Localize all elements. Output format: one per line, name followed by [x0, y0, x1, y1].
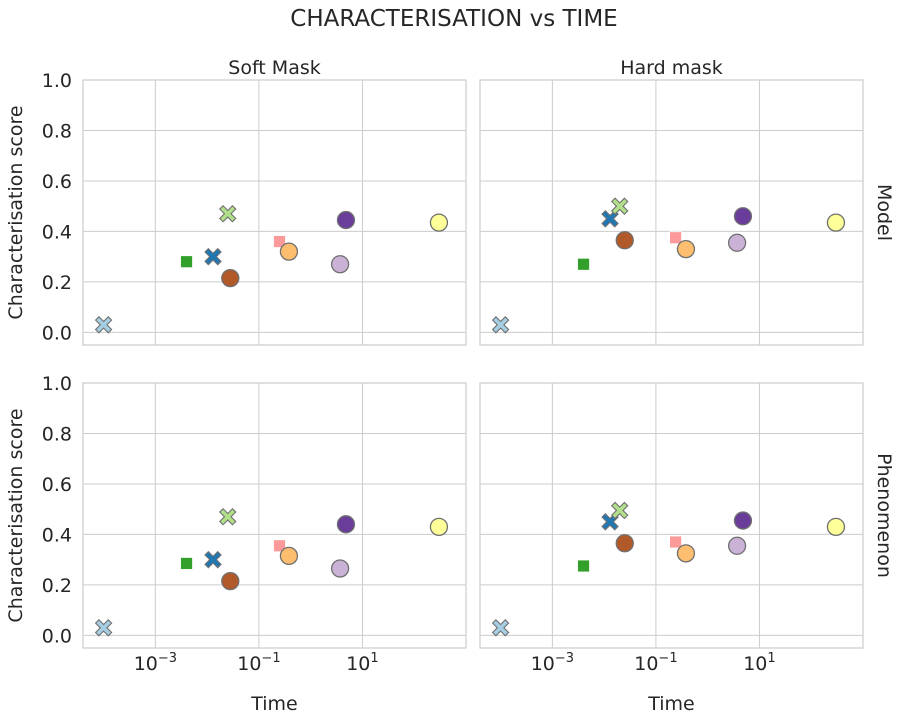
data-point-light_blue [94, 619, 113, 637]
x-tick-label: 10−3 [531, 651, 574, 675]
data-point-brown [221, 571, 240, 591]
x-axis-label: Time [647, 693, 695, 715]
panel-frame [82, 382, 467, 649]
data-point-light_orange [676, 544, 696, 563]
data-point-yellow [429, 517, 449, 537]
x-tick-label: 101 [743, 651, 775, 675]
y-tick-label: 0.2 [42, 575, 72, 597]
panel-model-soft-mask [82, 79, 467, 346]
x-axis-label: Time [250, 693, 298, 715]
panel-phenomenon-soft-mask [82, 382, 467, 649]
data-point-dark_blue [204, 550, 222, 569]
data-point-light_purple [330, 255, 350, 274]
y-axis-label: Characterisation score [5, 105, 27, 319]
data-point-yellow [826, 517, 846, 537]
data-point-light_blue [491, 619, 510, 637]
data-point-yellow [429, 213, 449, 232]
panel-frame [479, 382, 864, 649]
data-point-pink [273, 235, 286, 248]
data-point-green [180, 255, 193, 269]
row-header-phenomenon: Phenomenon [873, 453, 895, 578]
y-tick-label: 1.0 [42, 373, 72, 395]
data-point-purple [733, 511, 753, 530]
data-point-purple [733, 207, 753, 226]
data-point-light_orange [279, 546, 299, 566]
row-header-model: Model [873, 184, 895, 241]
y-tick-label: 0.0 [42, 625, 72, 647]
data-point-purple [336, 210, 356, 230]
data-point-pink [669, 231, 682, 245]
x-tick-label: 10−1 [634, 651, 677, 675]
data-point-dark_blue [204, 247, 222, 266]
data-point-light_orange [676, 239, 696, 259]
panel-frame [82, 79, 467, 346]
data-point-light_blue [94, 316, 113, 334]
data-point-light_green [218, 204, 237, 223]
data-point-light_purple [727, 536, 747, 555]
x-tick-label: 10−1 [237, 651, 280, 675]
data-point-light_purple [727, 233, 747, 252]
data-point-light_green [218, 507, 237, 526]
data-point-brown [221, 268, 240, 288]
data-point-pink [273, 539, 286, 553]
data-point-green [577, 257, 590, 271]
y-axis-label: Characterisation score [5, 408, 27, 622]
x-tick-label: 10−3 [134, 651, 177, 675]
data-point-light_green [610, 197, 629, 215]
y-tick-label: 0.6 [42, 171, 72, 193]
data-point-yellow [826, 213, 846, 232]
data-point-light_purple [330, 559, 350, 578]
column-header-soft-mask: Soft Mask [228, 57, 320, 79]
data-point-pink [669, 535, 682, 549]
data-point-light_orange [279, 242, 299, 261]
y-tick-label: 1.0 [42, 70, 72, 92]
y-tick-label: 0.0 [42, 322, 72, 344]
data-point-brown [615, 231, 634, 250]
data-point-green [577, 559, 590, 573]
y-tick-label: 0.8 [42, 120, 72, 142]
panels-group: Soft Mask Hard mask Model Phenomenon 0.0 0.2 0… [5, 57, 895, 715]
data-point-green [180, 557, 193, 570]
y-tick-label: 0.4 [42, 221, 72, 243]
panel-phenomenon-hard-mask [479, 382, 864, 649]
data-point-brown [615, 534, 634, 553]
y-tick-label: 0.4 [42, 524, 72, 546]
y-tick-label: 0.2 [42, 272, 72, 294]
panel-frame [479, 79, 864, 346]
x-tick-label: 101 [346, 651, 378, 675]
column-header-hard-mask: Hard mask [620, 57, 723, 79]
y-tick-label: 0.6 [42, 474, 72, 496]
data-point-dark_blue [601, 210, 619, 228]
y-tick-label: 0.8 [42, 423, 72, 445]
panel-model-hard-mask [479, 79, 864, 346]
data-point-purple [336, 515, 356, 534]
chart-title: CHARACTERISATION vs TIME [290, 6, 617, 32]
data-point-light_blue [491, 316, 510, 334]
data-point-light_green [610, 501, 629, 520]
